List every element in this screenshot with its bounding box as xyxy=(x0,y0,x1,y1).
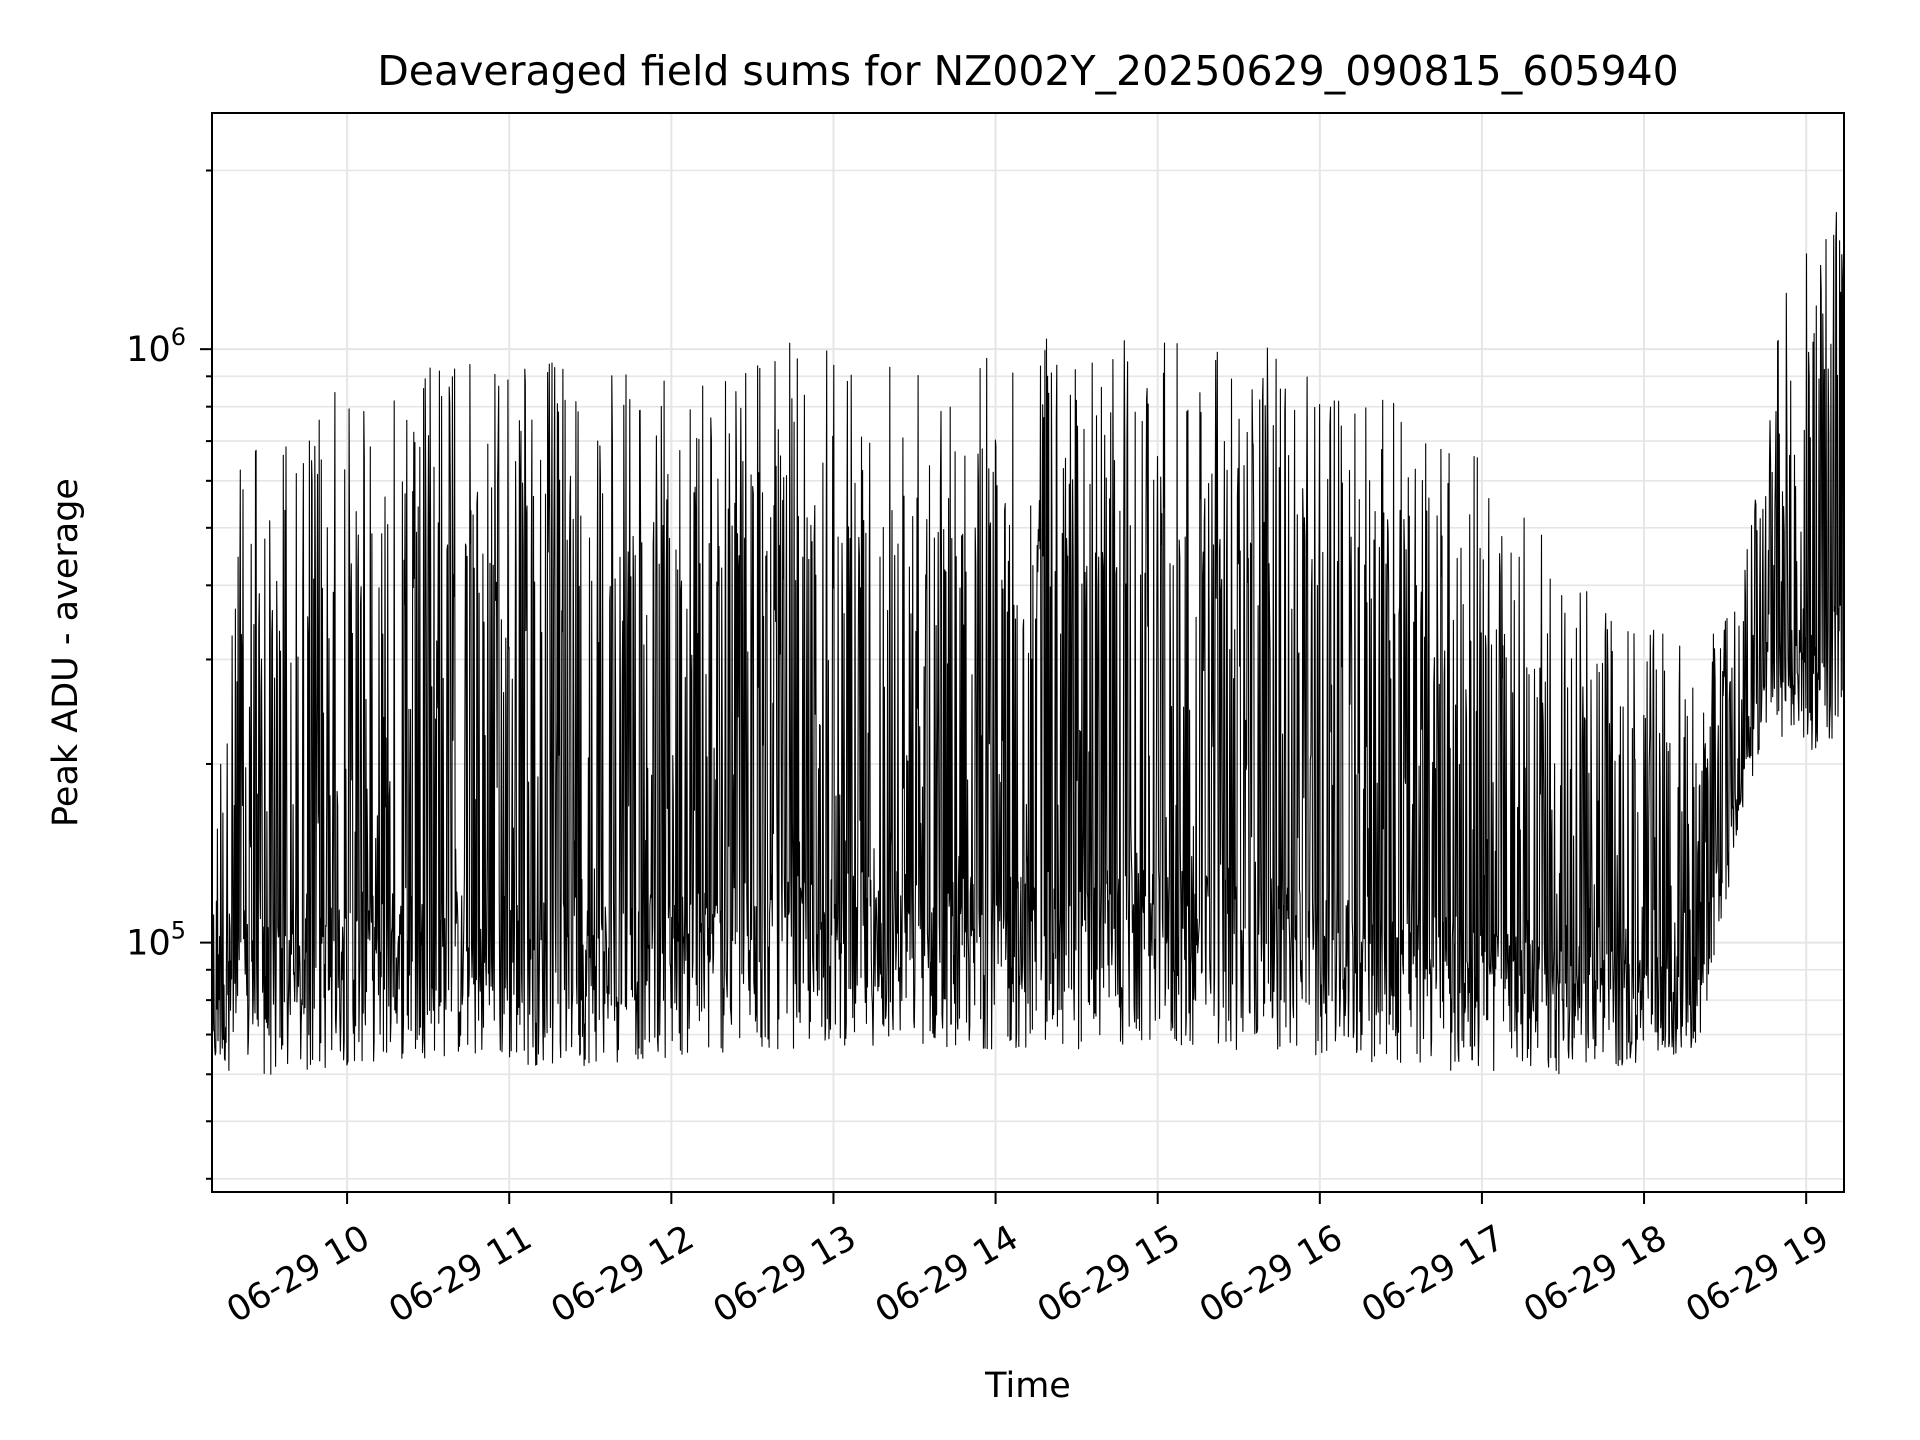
x-tick-label: 06-29 18 xyxy=(1517,1218,1673,1331)
y-tick-label: 105 xyxy=(126,917,186,964)
grid xyxy=(212,113,1844,1192)
plot-frame xyxy=(211,112,1845,1193)
x-tick-label: 06-29 13 xyxy=(707,1218,863,1331)
y-tick-base: 10 xyxy=(126,924,171,964)
x-tick-label: 06-29 15 xyxy=(1031,1218,1187,1331)
x-tick-label: 06-29 14 xyxy=(869,1218,1025,1331)
x-tick-label: 06-29 12 xyxy=(545,1218,701,1331)
x-tick-label: 06-29 19 xyxy=(1680,1218,1836,1331)
y-tick-exponent: 5 xyxy=(171,917,186,945)
x-axis: 06-29 10 06-29 11 06-29 12 06-29 13 06-29 14… xyxy=(220,1192,1836,1331)
x-tick-label: 06-29 16 xyxy=(1193,1218,1349,1331)
y-axis-label: Peak ADU - average xyxy=(46,478,86,827)
chart-title: Deaveraged field sums for NZ002Y_2025062… xyxy=(377,47,1679,95)
y-tick-base: 10 xyxy=(126,330,171,370)
x-tick-label: 06-29 11 xyxy=(383,1218,539,1331)
x-axis-label: Time xyxy=(984,1366,1071,1406)
y-tick-label: 106 xyxy=(126,323,186,370)
data-series xyxy=(211,211,1845,1075)
y-tick-exponent: 6 xyxy=(171,323,186,351)
series-line xyxy=(211,211,1845,1075)
x-tick-label: 06-29 17 xyxy=(1355,1218,1511,1331)
x-tick-label: 06-29 10 xyxy=(220,1218,376,1331)
